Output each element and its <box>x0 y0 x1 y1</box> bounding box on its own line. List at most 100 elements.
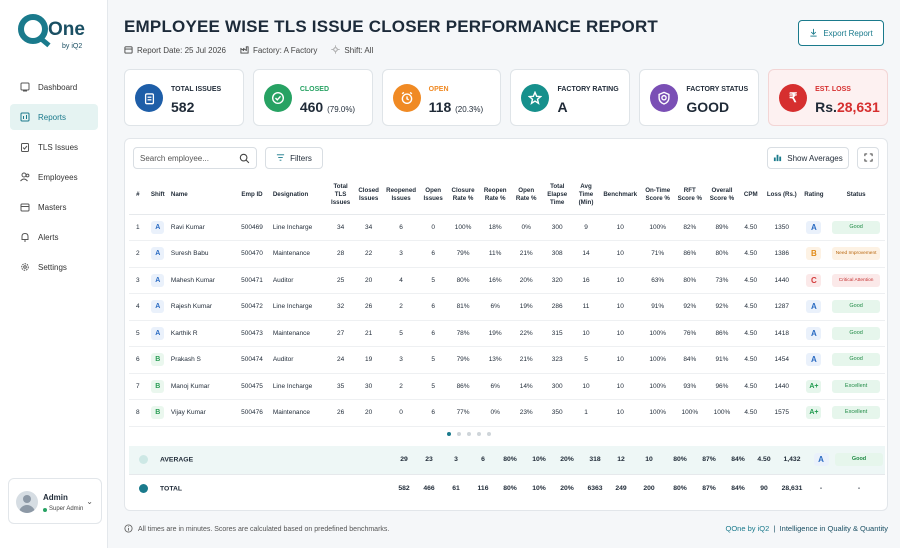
column-header[interactable]: Total Elapse Time <box>541 177 573 215</box>
column-header[interactable]: Name <box>168 177 234 215</box>
table-cell: Auditor <box>270 346 327 374</box>
summary-cell: 10 <box>633 446 665 474</box>
table-cell: 86% <box>446 373 480 400</box>
column-header[interactable]: # <box>129 177 147 215</box>
filter-icon <box>276 153 285 164</box>
sidebar-item-masters[interactable]: Masters <box>10 194 98 220</box>
sidebar-item-dashboard[interactable]: Dashboard <box>10 74 98 100</box>
table-row[interactable]: 7 B Manoj Kumar 500475 Line Incharge 35 30 2 5 86… <box>129 373 885 400</box>
column-header[interactable]: Closure Rate % <box>446 177 480 215</box>
show-averages-button[interactable]: Show Averages <box>767 147 849 169</box>
filters-button[interactable]: Filters <box>265 147 323 169</box>
table-cell: Auditor <box>270 267 327 294</box>
sidebar-item-reports[interactable]: Reports <box>10 104 98 130</box>
table-cell: Manoj Kumar <box>168 373 234 400</box>
export-report-button[interactable]: Export Report <box>798 20 884 46</box>
column-header[interactable]: Benchmark <box>599 177 642 215</box>
table-row[interactable]: 8 B Vijay Kumar 500476 Maintenance 26 20 0 6 77% 0… <box>129 399 885 427</box>
table-cell: 19% <box>510 293 542 321</box>
page-title: EMPLOYEE WISE TLS ISSUE CLOSER PERFORMAN… <box>124 17 659 36</box>
page-dot[interactable] <box>467 432 471 436</box>
rating-cell: A <box>800 346 828 374</box>
user-menu[interactable]: Admin Super Admin ⌄ <box>8 478 102 524</box>
column-header[interactable]: Shift <box>146 177 169 215</box>
column-header[interactable]: Rating <box>800 177 828 215</box>
table-cell: Karthik R <box>168 320 234 347</box>
table-row[interactable]: 6 B Prakash S 500474 Auditor 24 19 3 5 79% 13% 21% 3… <box>129 346 885 374</box>
table-cell: 1350 <box>762 214 801 241</box>
table-cell: 10 <box>572 373 600 400</box>
table-row[interactable]: 4 A Rajesh Kumar 500472 Line Incharge 32 26 2 6 8… <box>129 293 885 321</box>
column-header[interactable]: On-Time Score % <box>641 177 675 215</box>
brand-logo[interactable]: One by iQ2 <box>18 14 90 58</box>
column-header[interactable]: Reopen Rate % <box>479 177 511 215</box>
table-row[interactable]: 3 A Mahesh Kumar 500471 Auditor 25 20 4 5 80% 16% 2… <box>129 267 885 294</box>
table-cell: 79% <box>446 346 480 374</box>
table-cell: 500475 <box>233 373 271 400</box>
search-input[interactable]: Search employee... <box>133 147 257 169</box>
sidebar-item-alerts[interactable]: Alerts <box>10 224 98 250</box>
column-header[interactable]: Overall Score % <box>705 177 739 215</box>
table-cell: Suresh Babu <box>168 240 234 268</box>
kpi-factory-status: FACTORY STATUS GOOD <box>639 69 760 126</box>
table-cell: 4.50 <box>738 267 763 294</box>
bell-icon <box>20 232 30 242</box>
table-cell: 4.50 <box>738 320 763 347</box>
table-cell: 1386 <box>762 240 801 268</box>
table-cell: 86% <box>674 240 706 268</box>
shift-cell: A <box>146 293 169 321</box>
sidebar-item-tls-issues[interactable]: TLS Issues <box>10 134 98 160</box>
column-header[interactable]: Reopened Issues <box>382 177 420 215</box>
page-dot[interactable] <box>457 432 461 436</box>
status-cell: Good <box>827 293 885 321</box>
table-row[interactable]: 2 A Suresh Babu 500470 Maintenance 28 22 3 6 79% 1… <box>129 240 885 268</box>
column-header[interactable]: Status <box>827 177 885 215</box>
table-cell: 14% <box>510 373 542 400</box>
table-cell: 14 <box>572 240 600 268</box>
sidebar-item-settings[interactable]: Settings <box>10 254 98 280</box>
rating-cell: A <box>800 293 828 321</box>
shift-label: Shift: All <box>344 46 374 55</box>
kpi-est-loss: ₹ EST. LOSS Rs.28,631 <box>768 69 888 126</box>
column-header[interactable]: Loss (Rs.) <box>762 177 801 215</box>
column-header[interactable]: Closed Issues <box>355 177 383 215</box>
summary-cell: 80% <box>495 473 525 502</box>
bar-chart-icon <box>773 153 782 164</box>
column-header[interactable]: Open Rate % <box>510 177 542 215</box>
sidebar-item-employees[interactable]: Employees <box>10 164 98 190</box>
status-cell: Need Improvement <box>827 240 885 268</box>
status-badge: Critical Attention <box>832 273 881 287</box>
page-dot[interactable] <box>447 432 451 436</box>
table-cell: 18% <box>479 214 511 241</box>
sidebar-nav: Dashboard Reports TLS Issues Employees M… <box>10 74 98 284</box>
table-cell: 96% <box>705 373 739 400</box>
column-header[interactable]: Avg Time (Min) <box>572 177 600 215</box>
table-cell: 3 <box>382 240 420 268</box>
table-cell: 4.50 <box>738 293 763 321</box>
table-cell: 300 <box>541 214 573 241</box>
column-header[interactable]: CPM <box>738 177 763 215</box>
table-cell: 78% <box>446 320 480 347</box>
page-dot[interactable] <box>477 432 481 436</box>
table-cell: 0% <box>510 214 542 241</box>
column-header[interactable]: Emp ID <box>233 177 271 215</box>
report-meta: Report Date: 25 Jul 2026 Factory: A Fact… <box>124 45 373 56</box>
table-row[interactable]: 5 A Karthik R 500473 Maintenance 27 21 5 6 78% 19%… <box>129 320 885 347</box>
table-row[interactable]: 1 A Ravi Kumar 500469 Line Incharge 34 34 6 0 100… <box>129 214 885 241</box>
table-cell: 4.50 <box>738 240 763 268</box>
page-dot[interactable] <box>487 432 491 436</box>
column-header[interactable]: RFT Score % <box>674 177 706 215</box>
kpi-value: 582 <box>171 99 195 115</box>
rating-badge: A <box>806 353 822 367</box>
column-header[interactable]: Open Issues <box>419 177 447 215</box>
table-cell: 10 <box>599 399 642 427</box>
column-header[interactable]: Designation <box>270 177 327 215</box>
chevron-down-icon: ⌄ <box>86 497 93 506</box>
table-cell: 6 <box>129 346 147 374</box>
fullscreen-button[interactable] <box>857 147 879 169</box>
table-cell: 20 <box>355 399 383 427</box>
table-cell: 76% <box>674 320 706 347</box>
column-header[interactable]: Total TLS Issues <box>326 177 355 215</box>
table-cell: 93% <box>674 373 706 400</box>
factory-label: Factory: A Factory <box>252 46 318 55</box>
